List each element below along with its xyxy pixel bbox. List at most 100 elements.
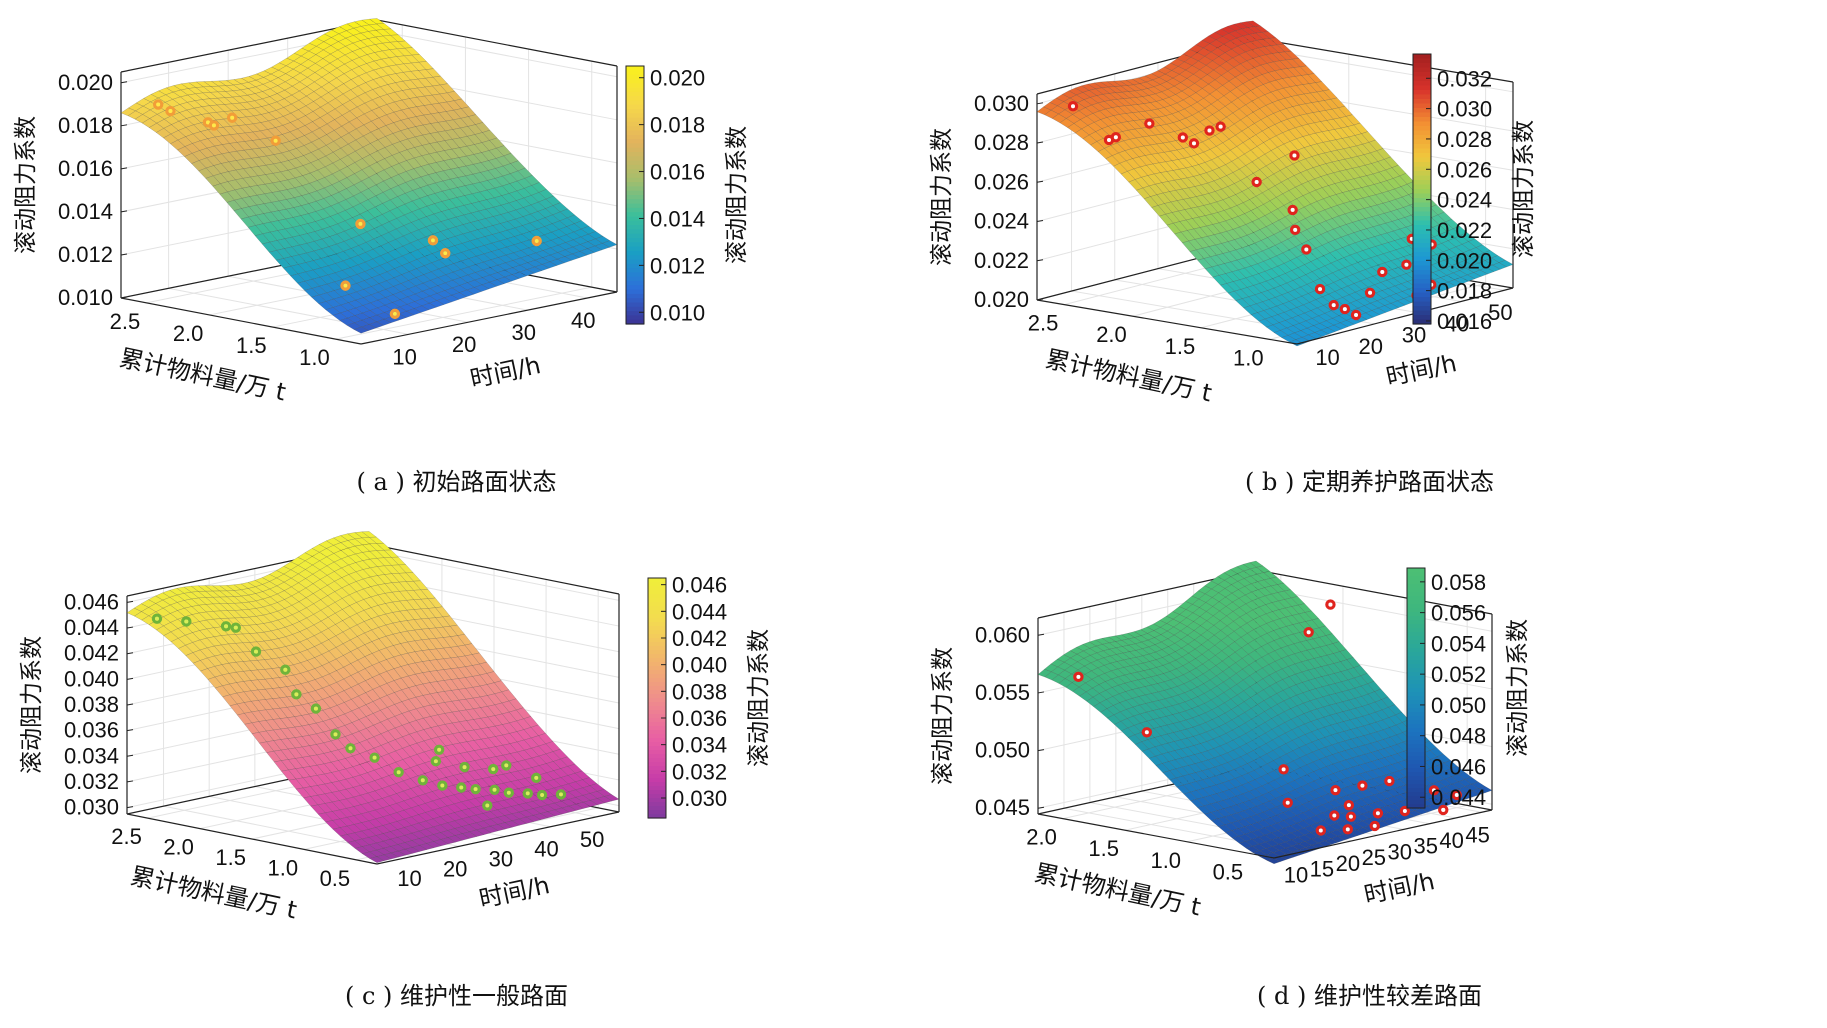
- data-marker: [270, 135, 281, 146]
- data-marker: [430, 756, 442, 767]
- plot-area: 0.020 0.022 0.024 0.026 0.028 0.030 2.5 2.0 1.5 1…: [929, 20, 1514, 407]
- data-marker: [1357, 780, 1368, 791]
- data-marker: [1110, 132, 1122, 143]
- data-marker: [1141, 727, 1153, 738]
- surface-plot-b: 0.020 0.022 0.024 0.026 0.028 0.030 2.5 2.0 1.5 1…: [929, 20, 1537, 407]
- x-tick-label: 2.5: [111, 824, 142, 849]
- data-marker-core: [1071, 104, 1076, 109]
- data-marker-core: [1333, 788, 1338, 793]
- z-axis-label: 滚动阻力系数: [19, 636, 45, 774]
- data-marker-core: [168, 109, 173, 114]
- z-tick-label: 0.012: [58, 242, 113, 267]
- colorbar-tick-label: 0.016: [650, 160, 705, 185]
- y-axis-label: 时间/h: [1362, 867, 1438, 909]
- data-marker-core: [492, 787, 497, 792]
- data-marker: [1278, 764, 1289, 775]
- data-marker: [433, 744, 445, 755]
- data-marker-core: [1076, 674, 1081, 679]
- x-tick-label: 1.5: [236, 333, 267, 358]
- z-tick-label: 0.032: [64, 769, 119, 794]
- data-marker-core: [1113, 135, 1118, 140]
- z-tick-label: 0.028: [974, 130, 1029, 155]
- y-tick-label: 20: [452, 332, 476, 357]
- data-marker-core: [433, 759, 438, 764]
- x-tick-label: 1.0: [1150, 848, 1181, 873]
- chart-panel-a: 0.010 0.012 0.014 0.016 0.018 0.020 2.5 2.0 1.5 1…: [0, 0, 913, 514]
- caption-b: ( b ) 定期养护路面状态: [1245, 468, 1494, 496]
- colorbar-label: 滚动阻力系数: [1511, 120, 1537, 258]
- data-marker-core: [1346, 803, 1351, 808]
- data-marker-core: [348, 746, 353, 751]
- data-marker-core: [1107, 137, 1112, 142]
- data-marker: [470, 783, 481, 795]
- data-marker: [226, 112, 238, 123]
- x-tick-label: 0.5: [1213, 859, 1244, 884]
- data-marker-core: [154, 616, 159, 621]
- z-tick-label: 0.050: [975, 738, 1030, 763]
- data-marker: [1369, 820, 1380, 832]
- data-marker-core: [372, 755, 377, 760]
- data-marker: [459, 761, 470, 773]
- data-marker-core: [1431, 788, 1436, 793]
- data-marker-core: [459, 785, 464, 790]
- z-axis-label: 滚动阻力系数: [13, 116, 39, 254]
- z-tick-label: 0.044: [64, 615, 119, 640]
- data-marker: [1343, 799, 1355, 811]
- colorbar: 0.0300.0320.0340.0360.0380.0400.0420.044…: [647, 573, 772, 819]
- z-tick-label: 0.055: [975, 680, 1030, 705]
- data-marker-core: [1207, 128, 1212, 133]
- colorbar-tick-label: 0.024: [1437, 188, 1492, 213]
- z-tick-label: 0.040: [64, 666, 119, 691]
- data-marker: [1177, 132, 1189, 143]
- x-tick-label: 2.0: [1096, 322, 1127, 347]
- y-tick-label: 50: [580, 827, 604, 852]
- data-marker-core: [1290, 207, 1295, 212]
- data-marker-core: [1281, 767, 1286, 772]
- x-tick-label: 1.0: [1233, 345, 1264, 370]
- data-marker-core: [1342, 307, 1347, 312]
- data-marker: [1364, 287, 1376, 298]
- colorbar-tick-label: 0.030: [672, 786, 727, 811]
- z-tick-label: 0.020: [974, 287, 1029, 312]
- data-marker-core: [1292, 153, 1297, 158]
- x-tick-label: 2.0: [1026, 825, 1057, 850]
- z-tick-label: 0.024: [974, 209, 1029, 234]
- x-tick-label: 1.5: [215, 845, 246, 870]
- data-marker-core: [437, 747, 442, 752]
- y-axis-label: 时间/h: [468, 351, 544, 393]
- data-marker: [310, 703, 322, 714]
- data-marker: [280, 664, 291, 675]
- plot-area: 0.010 0.012 0.014 0.016 0.018 0.020 2.5 2.0 1.5 1…: [13, 18, 618, 406]
- y-tick-label: 40: [1439, 828, 1463, 853]
- data-marker-core: [1360, 783, 1365, 788]
- data-marker: [1282, 797, 1293, 808]
- data-marker: [1144, 118, 1155, 129]
- data-marker: [1204, 125, 1215, 136]
- y-tick-label: 10: [392, 344, 416, 369]
- data-marker-core: [230, 115, 235, 120]
- data-marker: [555, 789, 567, 800]
- y-tick-label: 30: [511, 320, 535, 345]
- data-marker-core: [253, 649, 258, 654]
- z-tick-label: 0.016: [58, 156, 113, 181]
- data-marker-core: [1380, 269, 1385, 274]
- y-axis-line: [376, 811, 620, 865]
- x-tick-label: 0.5: [320, 866, 351, 891]
- surface-plot-d: 0.045 0.050 0.055 0.060 2.0 1.5 1.0 0.5 10 15 20 25…: [930, 560, 1531, 921]
- data-marker: [1303, 627, 1314, 638]
- data-marker: [417, 775, 429, 786]
- data-marker: [393, 766, 404, 778]
- colorbar-tick-label: 0.020: [650, 66, 705, 91]
- data-marker: [1428, 785, 1440, 796]
- data-marker: [488, 763, 499, 775]
- data-marker: [1289, 224, 1301, 236]
- data-marker: [1188, 138, 1200, 149]
- data-marker-core: [1441, 807, 1446, 812]
- data-markers: [151, 613, 567, 811]
- colorbar-tick-label: 0.018: [1437, 279, 1492, 304]
- y-tick-label: 10: [397, 866, 421, 891]
- data-marker-core: [430, 238, 435, 243]
- data-marker: [340, 280, 351, 291]
- surface-mesh: [126, 531, 620, 863]
- y-tick-label: 25: [1362, 845, 1386, 870]
